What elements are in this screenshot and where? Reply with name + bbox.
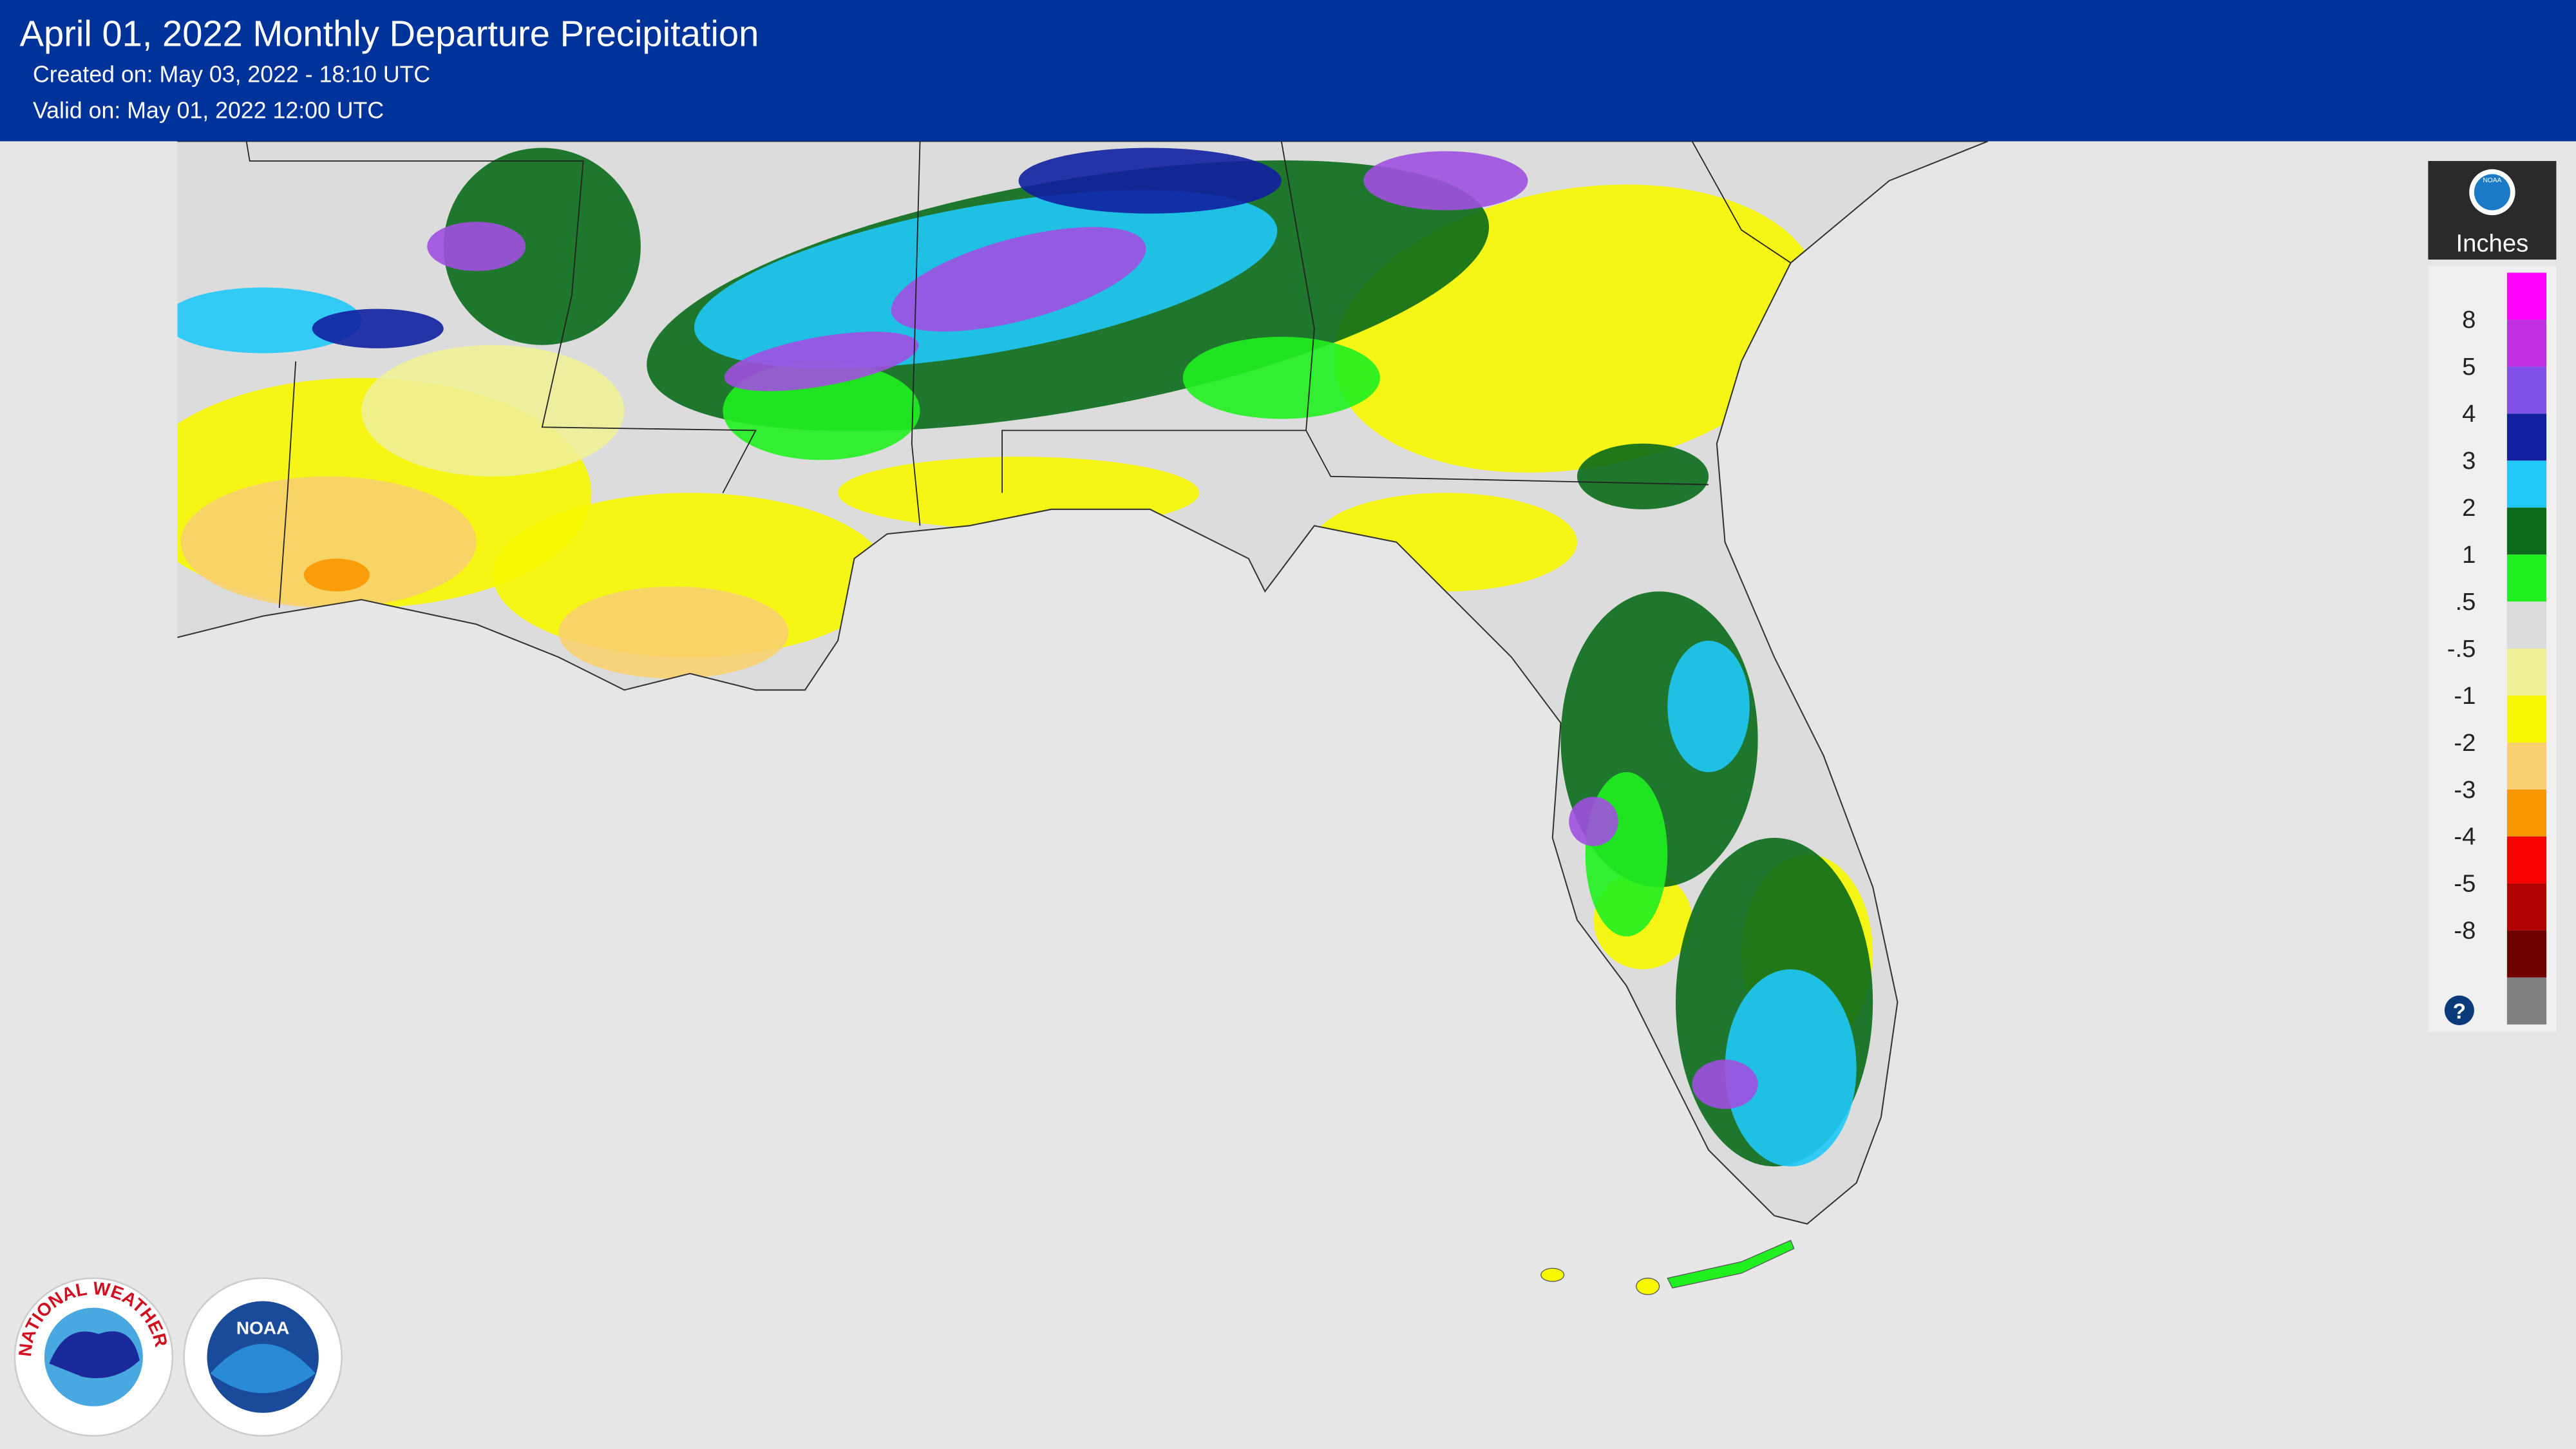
legend-swatch xyxy=(2506,743,2547,790)
legend-swatch xyxy=(2506,601,2547,649)
legend-swatch xyxy=(2506,554,2547,602)
legend-swatch xyxy=(2506,319,2547,367)
state-line xyxy=(911,141,921,526)
florida-keys xyxy=(1540,1240,1795,1295)
state-line xyxy=(1691,140,1792,263)
legend-logo-inner xyxy=(2474,174,2510,211)
precip-area xyxy=(177,287,362,354)
legend-label: 1 xyxy=(2462,541,2476,569)
legend-logo-text: NOAA xyxy=(2483,177,2501,184)
nws-cloud xyxy=(49,1331,140,1379)
legend-label: 2 xyxy=(2462,494,2476,522)
precip-area xyxy=(891,227,1146,332)
legend-label: -.5 xyxy=(2447,635,2476,663)
legend-swatch xyxy=(2506,649,2547,696)
state-line xyxy=(1305,430,1709,486)
legend-label: -8 xyxy=(2454,917,2476,945)
legend-swatch xyxy=(2506,696,2547,743)
state-lines xyxy=(245,140,1792,608)
precip-area xyxy=(1725,969,1857,1167)
legend-label: 3 xyxy=(2462,447,2476,475)
precip-area xyxy=(312,308,444,348)
legend-swatch xyxy=(2506,507,2547,555)
precip-area xyxy=(361,345,625,477)
noaa-text: NOAA xyxy=(236,1318,290,1338)
legend-label: -5 xyxy=(2454,870,2476,898)
valid-date: Valid on: May 01, 2022 12:00 UTC xyxy=(33,98,384,124)
legend-label: -4 xyxy=(2454,823,2476,851)
legend-label: 5 xyxy=(2462,353,2476,381)
precip-area xyxy=(1577,443,1709,509)
map-title: April 01, 2022 Monthly Departure Precipi… xyxy=(20,13,759,53)
legend-title: Inches xyxy=(2456,229,2529,257)
key-island xyxy=(1540,1267,1565,1282)
header-bar xyxy=(0,0,2576,142)
legend-swatch xyxy=(2506,883,2547,931)
created-date: Created on: May 03, 2022 - 18:10 UTC xyxy=(33,62,430,88)
legend-swatch xyxy=(2506,977,2547,1025)
legend-swatch xyxy=(2506,366,2547,414)
state-line xyxy=(278,361,297,608)
coastline xyxy=(177,140,1989,1225)
precip-area xyxy=(1667,640,1750,772)
legend: NOAA Inches ? 8 5 4 3 2 1 .5 -.5 -1 -2 -3 -4 -5 -8 xyxy=(2428,161,2557,1032)
legend-swatch xyxy=(2506,460,2547,508)
key-island xyxy=(1636,1278,1660,1295)
legend-label: -3 xyxy=(2454,776,2476,804)
legend-label: -2 xyxy=(2454,729,2476,757)
legend-swatch xyxy=(2506,790,2547,837)
help-button[interactable] xyxy=(2444,995,2474,1025)
precip-area xyxy=(1182,336,1380,419)
precip-area xyxy=(427,222,526,271)
legend-label: 8 xyxy=(2462,306,2476,334)
legend-label: -1 xyxy=(2454,682,2476,710)
precip-area xyxy=(1569,797,1618,846)
precip-area xyxy=(180,476,477,608)
help-label[interactable]: ? xyxy=(2453,1000,2466,1024)
precip-area xyxy=(1692,1059,1758,1109)
precip-area xyxy=(1585,772,1668,937)
noaa-wave xyxy=(210,1343,316,1394)
key-chain xyxy=(1667,1240,1795,1289)
precip-area xyxy=(303,558,370,592)
legend-label: .5 xyxy=(2455,588,2476,616)
precip-area xyxy=(1363,151,1528,211)
noaa-logo: NOAA xyxy=(183,1277,343,1437)
precip-area xyxy=(443,147,641,345)
legend-swatch xyxy=(2506,930,2547,978)
legend-swatch xyxy=(2506,413,2547,461)
state-line xyxy=(245,141,757,493)
legend-label: 4 xyxy=(2462,400,2476,428)
legend-swatch xyxy=(2506,272,2547,320)
precip-area xyxy=(1018,147,1282,214)
legend-swatch xyxy=(2506,836,2547,884)
precip-area xyxy=(558,586,789,679)
precip-area xyxy=(724,332,919,392)
